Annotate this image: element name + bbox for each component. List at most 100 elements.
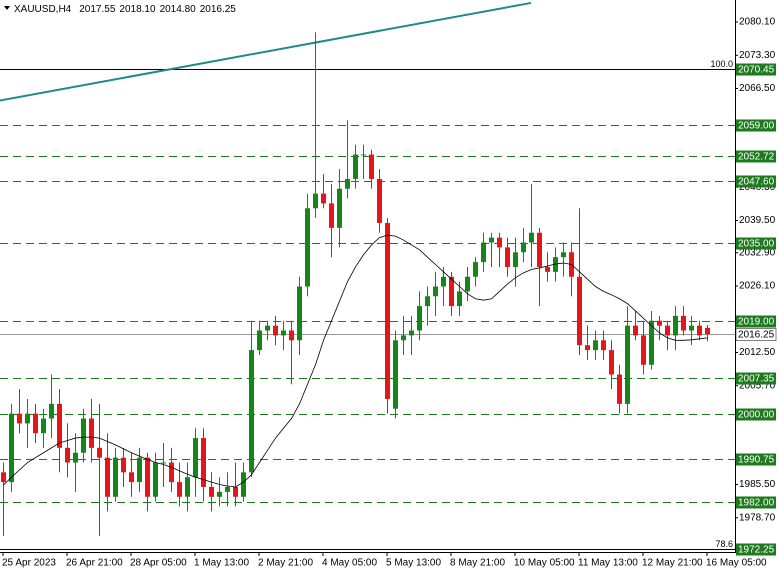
quote-value: 2017.55 <box>79 4 116 15</box>
candle-body <box>681 315 686 331</box>
candle-body <box>465 276 470 292</box>
header: XAUUSD,H4 2017.55 2018.10 2014.80 2016.25 <box>14 4 236 15</box>
candle-body <box>601 340 606 351</box>
candle-body <box>649 320 654 365</box>
candle-body <box>553 257 558 272</box>
level-label-box <box>736 150 776 163</box>
candle-body <box>513 252 518 267</box>
level-label: 2019.00 <box>738 317 775 328</box>
candle-body <box>41 418 46 434</box>
candle-body <box>657 320 662 326</box>
candle-body <box>25 413 30 424</box>
candle-body <box>313 193 318 209</box>
level-label: 2047.60 <box>738 177 775 188</box>
fib-label: 100.0 <box>710 59 733 69</box>
y-tick-label: 2073.30 <box>739 50 776 61</box>
candle-body <box>433 286 438 297</box>
quote-value: 2016.25 <box>200 4 237 15</box>
candle-body <box>217 491 222 497</box>
candle-body <box>545 266 550 272</box>
candle-body <box>625 325 630 404</box>
candle-body <box>329 203 334 228</box>
level-label-box <box>736 543 776 556</box>
level-label: 2070.45 <box>738 65 775 76</box>
symbol: XAUUSD,H4 <box>14 4 72 15</box>
level-label-box <box>736 63 776 76</box>
candle-body <box>305 208 310 287</box>
candle-body <box>153 462 158 497</box>
level-label-box <box>736 496 776 509</box>
candle-body <box>385 222 390 399</box>
candle-body <box>145 457 150 497</box>
y-tick-label: 2026.10 <box>739 281 776 292</box>
current-price-label: 2016.25 <box>738 330 775 341</box>
y-tick-label: 1985.50 <box>739 479 776 490</box>
candle-body <box>273 325 278 336</box>
x-tick-label: 8 May 21:00 <box>450 558 505 569</box>
candle-body <box>505 247 510 267</box>
candle-body <box>321 193 326 204</box>
level-label-box <box>736 315 776 328</box>
level-label: 2035.00 <box>738 239 775 250</box>
y-tick-label: 2039.50 <box>739 215 776 226</box>
candle-body <box>129 472 134 483</box>
x-tick-label: 11 May 13:00 <box>578 558 638 569</box>
candle-body <box>537 232 542 267</box>
candle-body <box>401 335 406 341</box>
y-tick-label: 2032.90 <box>739 247 776 258</box>
x-tick-label: 10 May 05:00 <box>514 558 575 569</box>
fib-label: 78.6 <box>715 539 733 549</box>
candle-body <box>705 327 710 335</box>
candle-body <box>417 306 422 331</box>
candle-body <box>89 418 94 448</box>
level-label-box <box>736 453 776 466</box>
level-label-box <box>736 372 776 385</box>
candle-body <box>449 276 454 307</box>
candle-body <box>353 154 358 179</box>
candle-body <box>105 457 110 497</box>
x-tick-label: 4 May 05:00 <box>322 558 377 569</box>
candle-body <box>641 335 646 365</box>
candle-body <box>161 462 166 464</box>
candle-body <box>113 457 118 497</box>
candle-body <box>337 188 342 228</box>
candle-body <box>65 447 70 463</box>
candle-body <box>241 472 246 497</box>
candle-body <box>265 325 270 331</box>
candle-body <box>233 486 238 497</box>
candle-body <box>609 350 614 375</box>
menu-triangle[interactable] <box>4 6 10 10</box>
candle-body <box>441 276 446 287</box>
candle-body <box>281 330 286 336</box>
candle-body <box>473 262 478 277</box>
candle-body <box>121 457 126 473</box>
candle-body <box>577 276 582 346</box>
x-tick-label: 28 Apr 05:00 <box>130 558 187 569</box>
candle-body <box>249 350 254 473</box>
candle-body <box>225 486 230 492</box>
y-tick-label: 2012.50 <box>739 347 776 358</box>
candle-body <box>73 452 78 463</box>
candle-body <box>409 330 414 336</box>
x-tick-label: 16 May 05:00 <box>706 558 767 569</box>
candle-body <box>425 296 430 307</box>
level-label-box <box>736 175 776 188</box>
level-label: 2052.72 <box>738 152 775 163</box>
x-tick-label: 1 May 13:00 <box>194 558 249 569</box>
candle-body <box>1 472 6 483</box>
level-label-box <box>736 119 776 132</box>
candle-body <box>369 154 374 179</box>
candle-body <box>9 413 14 483</box>
candle-body <box>697 325 702 336</box>
level-label: 2059.00 <box>738 121 775 132</box>
x-tick-label: 2 May 21:00 <box>258 558 313 569</box>
y-tick-label: 1978.70 <box>739 512 776 523</box>
candle-body <box>457 291 462 307</box>
candle-body <box>177 482 182 497</box>
candle-body <box>585 345 590 351</box>
x-tick-label: 25 Apr 2023 <box>2 558 56 569</box>
candle-body <box>193 438 198 478</box>
candle-body <box>633 325 638 336</box>
trendline <box>0 1 532 102</box>
